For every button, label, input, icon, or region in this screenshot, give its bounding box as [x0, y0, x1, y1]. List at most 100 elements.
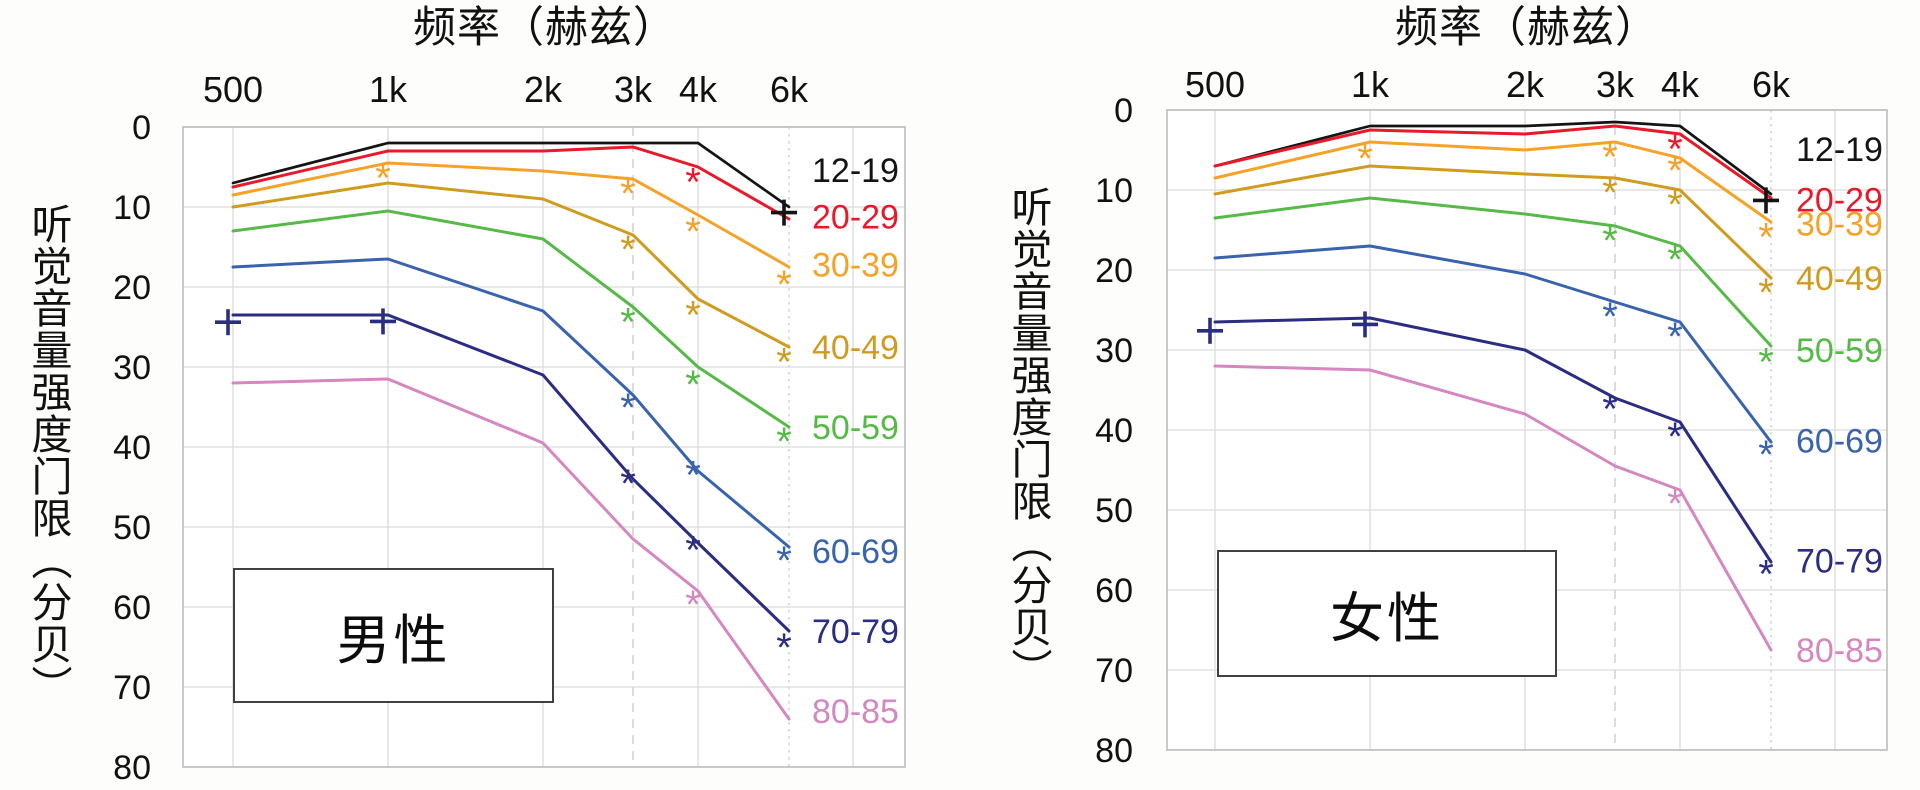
x-tick-label-1k: 1k	[1351, 64, 1390, 105]
legend-label-12-19: 12-19	[1796, 131, 1883, 169]
series-line-30-39	[231, 161, 791, 269]
y-tick-label-80: 80	[113, 749, 151, 787]
marker-asterisk-50-59-4k: *	[1667, 238, 1683, 282]
x-tick-label-1k: 1k	[369, 69, 408, 110]
x-tick-label-3k: 3k	[1596, 64, 1635, 105]
panel-label-box-male: 男性	[233, 568, 554, 703]
marker-asterisk-30-39-6k: *	[776, 263, 792, 307]
marker-asterisk-50-59-6k: *	[776, 420, 792, 464]
panel-label-box-female: 女性	[1217, 550, 1557, 677]
marker-asterisk-30-39-1k: *	[1357, 137, 1373, 181]
legend-label-20-29: 20-29	[1796, 182, 1883, 220]
marker-asterisk-60-69-4k: *	[1667, 315, 1683, 359]
marker-asterisk-50-59-3k: *	[1602, 219, 1618, 263]
legend-label-70-79: 70-79	[1796, 542, 1883, 580]
marker-asterisk-70-79-4k: *	[1667, 415, 1683, 459]
marker-asterisk-40-49-3k: *	[620, 228, 636, 272]
y-tick-label-80: 80	[1095, 732, 1133, 770]
y-tick-label-10: 10	[113, 189, 151, 227]
legend-label-40-49: 40-49	[1796, 260, 1883, 298]
marker-asterisk-70-79-4k: *	[685, 529, 701, 573]
series-line-60-69	[1213, 244, 1773, 444]
x-tick-label-2k: 2k	[1506, 64, 1545, 105]
legend-label-60-69: 60-69	[1796, 422, 1883, 460]
x-tick-label-500: 500	[203, 69, 263, 110]
marker-asterisk-80-85-4k: *	[685, 583, 701, 627]
series-line-70-79	[231, 313, 791, 633]
marker-asterisk-50-59-3k: *	[620, 301, 636, 345]
legend-label-60-69: 60-69	[812, 533, 899, 571]
x-tick-label-6k: 6k	[1752, 64, 1791, 105]
marker-asterisk-30-39-6k: *	[1758, 216, 1774, 260]
x-tick-label-4k: 4k	[679, 69, 718, 110]
y-tick-label-60: 60	[113, 589, 151, 627]
legend-label-20-29: 20-29	[812, 199, 899, 237]
series-line-30-39	[1213, 140, 1773, 224]
y-tick-label-50: 50	[113, 509, 151, 547]
marker-asterisk-40-49-4k: *	[685, 293, 701, 337]
series-line-40-49	[1213, 164, 1773, 280]
marker-asterisk-60-69-6k: *	[1758, 433, 1774, 477]
marker-asterisk-60-69-3k: *	[1602, 295, 1618, 339]
marker-asterisk-30-39-1k: *	[375, 157, 391, 201]
legend-label-30-39: 30-39	[812, 247, 899, 285]
legend-label-70-79: 70-79	[812, 613, 899, 651]
plot-border	[182, 126, 906, 768]
series-line-80-85	[231, 377, 791, 721]
marker-asterisk-80-85-4k: *	[1667, 482, 1683, 526]
series-line-20-29	[1213, 124, 1773, 200]
marker-asterisk-20-29-4k: *	[1667, 128, 1683, 172]
series-line-50-59	[231, 209, 791, 429]
y-tick-label-70: 70	[113, 669, 151, 707]
marker-asterisk-70-79-3k: *	[1602, 388, 1618, 432]
y-tick-label-60: 60	[1095, 572, 1133, 610]
marker-asterisk-70-79-3k: *	[620, 462, 636, 506]
x-tick-label-500: 500	[1185, 64, 1245, 105]
x-tick-label-2k: 2k	[524, 69, 563, 110]
series-line-20-29	[231, 145, 791, 221]
series-line-60-69	[231, 257, 791, 549]
series-line-12-19	[231, 141, 791, 209]
legend-label-30-39: 30-39	[1796, 206, 1883, 244]
y-axis-title-male: 听觉音量强度门限（分贝）	[25, 203, 72, 707]
marker-asterisk-50-59-6k: *	[1758, 340, 1774, 384]
plot-border	[1166, 109, 1888, 751]
legend-label-50-59: 50-59	[1796, 332, 1883, 370]
marker-asterisk-70-79-6k: *	[1758, 552, 1774, 596]
marker-asterisk-30-39-4k: *	[685, 210, 701, 254]
x-axis-title-female: 频率（赫兹）	[1395, 4, 1659, 52]
y-tick-label-70: 70	[1095, 652, 1133, 690]
marker-asterisk-40-49-4k: *	[1667, 183, 1683, 227]
panel-label-male: 男性	[336, 611, 451, 671]
legend-label-80-85: 80-85	[812, 693, 899, 731]
y-tick-label-20: 20	[1095, 252, 1133, 290]
marker-asterisk-50-59-4k: *	[685, 363, 701, 407]
legend-label-12-19: 12-19	[812, 152, 899, 190]
y-tick-label-20: 20	[113, 269, 151, 307]
y-tick-label-30: 30	[113, 349, 151, 387]
series-line-80-85	[1213, 364, 1773, 652]
y-axis-title-female: 听觉音量强度门限（分贝）	[1005, 186, 1052, 690]
marker-asterisk-30-39-3k: *	[620, 172, 636, 216]
marker-asterisk-70-79-6k: *	[776, 626, 792, 670]
marker-asterisk-20-29-4k: *	[685, 161, 701, 205]
marker-asterisk-40-49-3k: *	[1602, 171, 1618, 215]
y-tick-label-0: 0	[132, 109, 151, 147]
panel-label-female: 女性	[1330, 589, 1444, 649]
marker-asterisk-60-69-6k: *	[776, 539, 792, 583]
legend-label-50-59: 50-59	[812, 409, 899, 447]
series-line-12-19	[1213, 120, 1773, 196]
x-axis-title-male: 频率（赫兹）	[413, 4, 677, 52]
series-line-40-49	[231, 181, 791, 349]
marker-asterisk-60-69-3k: *	[620, 386, 636, 430]
series-line-70-79	[1213, 316, 1773, 564]
y-tick-label-30: 30	[1095, 332, 1133, 370]
y-tick-label-40: 40	[113, 429, 151, 467]
marker-asterisk-40-49-6k: *	[1758, 271, 1774, 315]
legend-label-80-85: 80-85	[1796, 632, 1883, 670]
series-line-50-59	[1213, 196, 1773, 348]
y-tick-label-40: 40	[1095, 412, 1133, 450]
legend-label-40-49: 40-49	[812, 329, 899, 367]
